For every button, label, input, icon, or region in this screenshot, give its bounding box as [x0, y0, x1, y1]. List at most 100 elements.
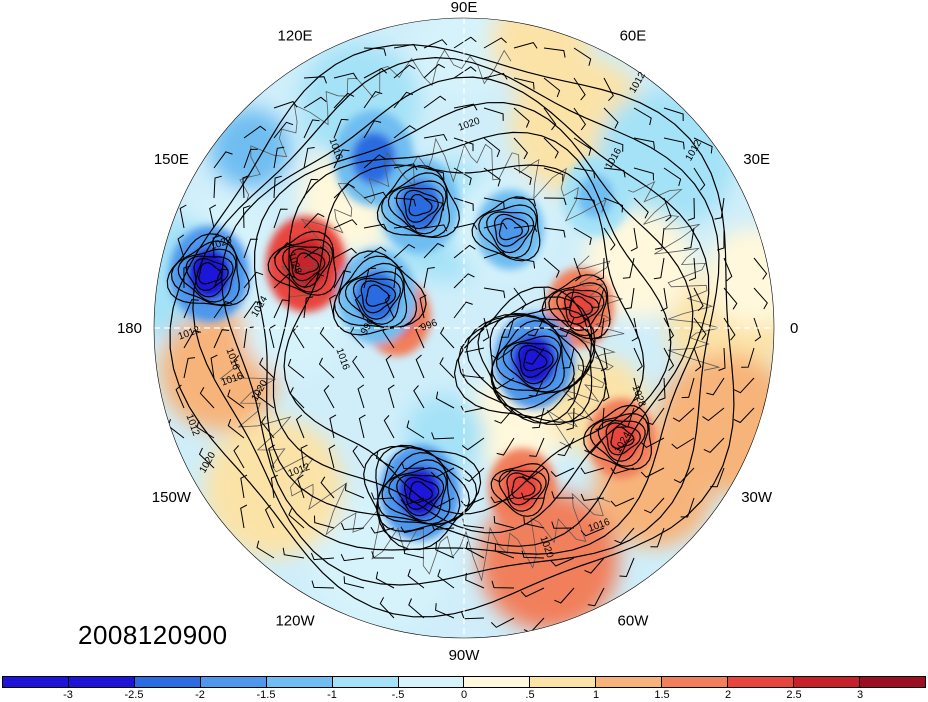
wind-barb	[419, 294, 427, 319]
wind-barb	[393, 43, 418, 51]
wind-barb	[413, 385, 425, 409]
wind-barb	[273, 121, 294, 139]
wind-barb	[633, 197, 649, 219]
wind-barb	[233, 355, 245, 379]
wind-barb	[551, 491, 574, 499]
isobar	[360, 280, 397, 314]
wind-barb	[710, 467, 725, 488]
wind-barb	[401, 461, 425, 470]
colorbar-tick-label: 2.5	[786, 689, 802, 701]
wind-barb	[494, 543, 515, 559]
wind-barb	[439, 326, 455, 349]
wind-barb	[513, 42, 538, 49]
wind-barb	[543, 47, 566, 58]
wind-barb	[543, 107, 557, 131]
isobar	[388, 467, 448, 522]
isobar	[283, 164, 645, 515]
wind-barb	[493, 515, 515, 529]
wind-barb	[333, 270, 352, 289]
wind-barb	[494, 407, 515, 424]
wind-barb	[340, 522, 365, 531]
wind-barb	[490, 617, 515, 628]
wind-barb	[435, 391, 455, 409]
isobar	[605, 422, 641, 456]
wind-barb	[693, 167, 706, 191]
isobar	[381, 172, 451, 238]
wind-barb	[333, 92, 355, 109]
wind-barb	[633, 347, 643, 372]
longitude-label: 90W	[449, 647, 481, 664]
longitude-label: 120W	[275, 613, 315, 630]
wind-barb	[462, 368, 485, 379]
wind-barb	[633, 107, 652, 126]
wind-barb	[550, 557, 575, 567]
colorbar-box	[3, 677, 69, 687]
wind-barb	[513, 287, 527, 311]
isobar	[395, 187, 444, 230]
wind-barb	[580, 527, 605, 537]
wind-barb	[681, 377, 695, 399]
wind-barb	[513, 107, 530, 128]
wind-barb	[543, 137, 559, 159]
colorbar-tick-label: 1	[592, 689, 600, 701]
wind-barb	[259, 357, 275, 379]
wind-barb	[573, 77, 586, 101]
wind-barb	[521, 550, 545, 559]
wind-barb	[183, 357, 196, 379]
wind-barb	[183, 299, 199, 319]
wind-barb	[400, 526, 425, 534]
wind-barb	[680, 497, 695, 518]
isobar	[170, 240, 240, 306]
colorbar-tick-label: 0	[460, 689, 468, 701]
wind-barb	[273, 273, 295, 289]
wind-barb	[462, 467, 485, 483]
isobar	[490, 462, 550, 517]
wind-barb	[543, 257, 560, 278]
wind-barb	[630, 227, 638, 252]
wind-barb	[693, 347, 702, 372]
isobar	[375, 446, 471, 533]
isobar	[518, 344, 554, 378]
wind-barb	[483, 251, 508, 259]
anomaly-patch	[704, 226, 774, 327]
wind-barb	[591, 287, 605, 308]
wind-barb	[183, 265, 191, 289]
wind-barb	[393, 266, 403, 289]
wind-barb	[483, 72, 508, 80]
wind-barb	[532, 407, 545, 429]
wind-barb	[407, 569, 425, 589]
graticule	[154, 18, 774, 638]
longitude-label: 30E	[743, 151, 770, 168]
wind-barb	[584, 437, 605, 454]
wind-barb	[303, 119, 320, 139]
wind-barb	[423, 267, 435, 289]
wind-barb	[753, 317, 762, 342]
colorbar-box	[728, 677, 795, 687]
wind-barb	[573, 167, 596, 179]
isobar	[220, 76, 710, 555]
isobar	[363, 445, 482, 551]
wind-barb	[357, 384, 365, 409]
colorbar-box	[200, 677, 267, 687]
wind-barb	[213, 301, 233, 319]
wind-barb	[602, 377, 610, 402]
wind-barb	[483, 167, 501, 187]
longitude-label: 60W	[618, 613, 650, 630]
wind-barb	[633, 167, 654, 181]
map-border	[153, 17, 775, 639]
wind-barb	[303, 272, 325, 289]
colorbar-box	[530, 677, 597, 687]
wind-barb	[573, 257, 582, 282]
colorbar-tick-label: -.5	[391, 689, 405, 701]
wind-barb	[179, 204, 187, 229]
isobar	[403, 189, 439, 223]
wind-barb	[645, 407, 665, 425]
wind-barb	[723, 257, 733, 282]
wind-barb	[453, 66, 477, 79]
wind-barb	[513, 167, 532, 186]
wind-barb	[363, 267, 377, 289]
wind-barb	[654, 227, 665, 250]
wind-barb	[303, 96, 327, 109]
wind-barb	[462, 518, 485, 529]
longitude-label: 150W	[152, 489, 192, 506]
